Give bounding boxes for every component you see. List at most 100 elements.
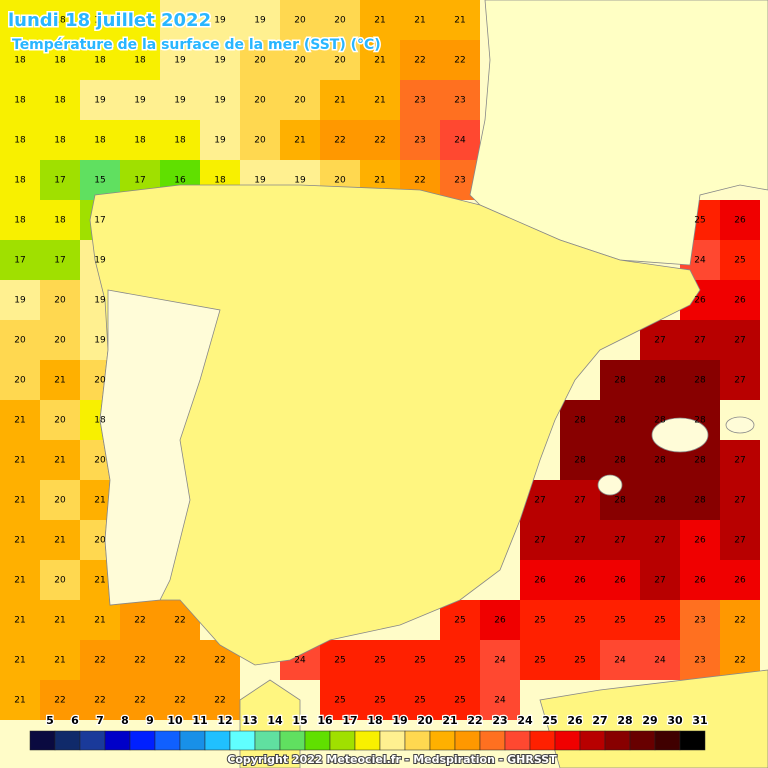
legend-label: 8	[121, 714, 129, 727]
legend-label: 12	[217, 714, 232, 727]
sea-cell	[720, 520, 760, 560]
sea-cell	[480, 680, 520, 720]
sea-cell	[40, 280, 80, 320]
legend-label: 29	[642, 714, 657, 727]
cell-label: 21	[414, 16, 425, 26]
sea-cell	[520, 600, 560, 640]
cell-label: 23	[694, 616, 705, 626]
legend: 5 6 7 8 9 10 11 12 13 14 15 16 17 18 19 20 21 22 23 24 25 26 2…	[29, 713, 709, 751]
sea-cell	[160, 40, 200, 80]
sea-cell	[0, 400, 40, 440]
cell-label: 28	[574, 456, 586, 466]
legend-swatch	[504, 730, 531, 751]
legend-swatch	[604, 730, 631, 751]
cell-label: 27	[614, 536, 625, 546]
legend-label: 15	[292, 714, 307, 727]
sea-cell	[720, 280, 760, 320]
cell-label: 21	[54, 376, 65, 386]
cell-label: 20	[54, 496, 66, 506]
sea-cell	[520, 560, 560, 600]
sea-cell	[0, 40, 40, 80]
legend-swatch	[379, 730, 406, 751]
sea-cell	[720, 600, 760, 640]
legend-swatch	[204, 730, 231, 751]
sea-cell	[200, 40, 240, 80]
legend-swatch	[254, 730, 281, 751]
sea-cell	[720, 360, 760, 400]
cell-label: 18	[54, 56, 66, 66]
sea-cell	[40, 640, 80, 680]
cell-label: 18	[94, 56, 106, 66]
sea-cell	[0, 600, 40, 640]
cell-label: 28	[654, 456, 666, 466]
sea-cell	[560, 400, 600, 440]
cell-label: 19	[174, 96, 186, 106]
cell-label: 18	[214, 176, 226, 186]
sea-cell	[480, 600, 520, 640]
cell-label: 18	[14, 16, 26, 26]
sea-cell	[440, 40, 480, 80]
cell-label: 21	[14, 696, 25, 706]
cell-label: 19	[94, 336, 106, 346]
cell-label: 18	[134, 136, 146, 146]
cell-label: 27	[734, 336, 745, 346]
sea-cell	[520, 640, 560, 680]
sea-cell	[80, 80, 120, 120]
cell-label: 21	[54, 656, 65, 666]
sea-cell	[680, 640, 720, 680]
legend-label: 19	[392, 714, 407, 727]
cell-label: 22	[734, 656, 745, 666]
sea-cell	[0, 360, 40, 400]
sea-cell	[440, 120, 480, 160]
sea-cell	[80, 640, 120, 680]
sea-cell	[0, 560, 40, 600]
cell-label: 26	[574, 576, 586, 586]
cell-label: 21	[294, 136, 305, 146]
sea-cell	[680, 560, 720, 600]
sea-cell	[40, 200, 80, 240]
sea-cell	[640, 560, 680, 600]
cell-label: 27	[534, 536, 545, 546]
cell-label: 27	[694, 336, 705, 346]
sea-cell	[40, 80, 80, 120]
cell-label: 25	[414, 656, 425, 666]
cell-label: 23	[414, 96, 425, 106]
cell-label: 24	[614, 656, 626, 666]
cell-label: 28	[654, 416, 666, 426]
cell-label: 27	[654, 336, 665, 346]
sea-cell	[640, 520, 680, 560]
cell-label: 26	[694, 296, 706, 306]
legend-swatch	[54, 730, 81, 751]
sea-cell	[160, 640, 200, 680]
legend-swatch	[479, 730, 506, 751]
legend-swatch	[304, 730, 331, 751]
legend-swatch	[429, 730, 456, 751]
sea-cell	[0, 280, 40, 320]
sea-cell	[600, 440, 640, 480]
title: lundi 18 juillet 2022	[8, 10, 211, 31]
cell-label: 21	[14, 496, 25, 506]
cell-label: 20	[294, 96, 306, 106]
legend-label: 10	[167, 714, 183, 727]
sea-cell	[40, 440, 80, 480]
sea-cell	[640, 600, 680, 640]
cell-label: 27	[734, 456, 745, 466]
cell-label: 26	[694, 576, 706, 586]
cell-label: 26	[734, 216, 746, 226]
legend-label: 24	[517, 714, 533, 727]
sea-cell	[440, 600, 480, 640]
sea-cell	[680, 520, 720, 560]
sea-cell	[40, 160, 80, 200]
sea-cell	[720, 240, 760, 280]
sea-cell	[40, 120, 80, 160]
land	[89, 0, 768, 768]
ibiza	[597, 474, 623, 496]
cell-label: 24	[694, 256, 706, 266]
sea-cell	[400, 640, 440, 680]
sea-cell	[360, 40, 400, 80]
cell-label: 17	[54, 176, 65, 186]
sea-cell	[280, 80, 320, 120]
cell-label: 21	[54, 616, 65, 626]
legend-swatch	[104, 730, 131, 751]
cell-label: 20	[334, 56, 346, 66]
